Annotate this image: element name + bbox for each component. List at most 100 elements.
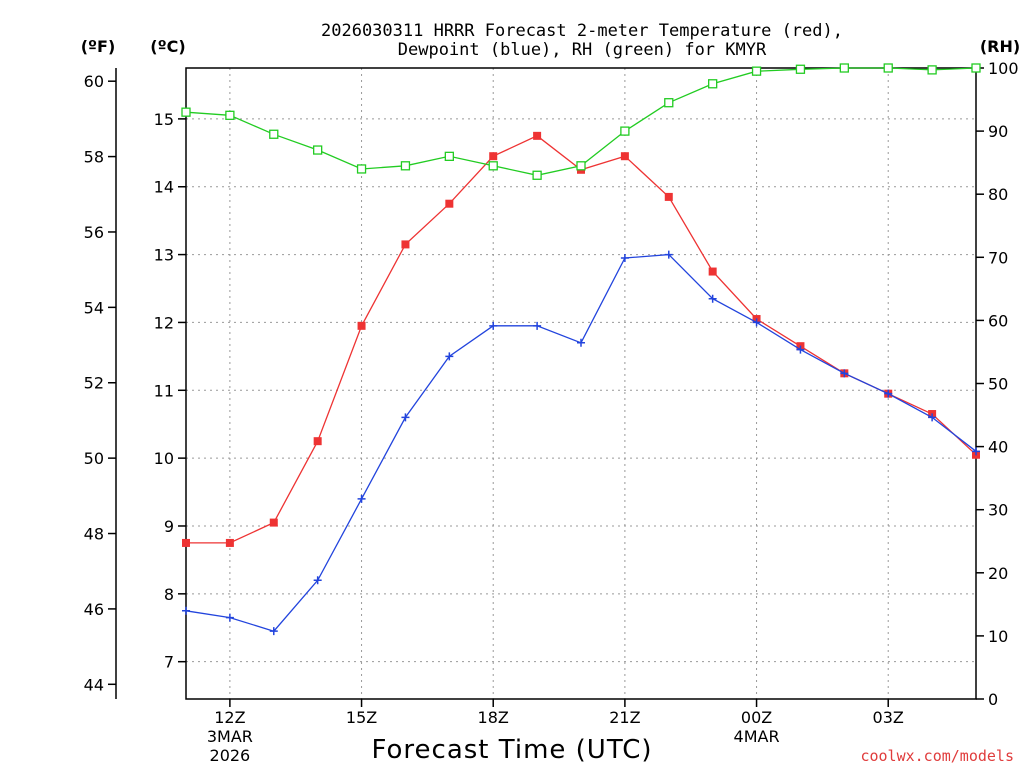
dewpoint-point: [445, 352, 454, 361]
x-axis-title: Forecast Time (UTC): [371, 735, 652, 765]
rh-point: [927, 65, 937, 75]
rh-point: [751, 66, 762, 76]
rh-point: [795, 64, 806, 74]
temperature-point: [401, 240, 410, 249]
temperature-point: [620, 152, 629, 161]
chart-title-line-1: 2026030311 HRRR Forecast 2-meter Tempera…: [321, 21, 843, 41]
fahrenheit-tick-label: 50: [84, 449, 104, 468]
dewpoint-point: [533, 321, 542, 330]
dewpoint-point: [182, 606, 190, 615]
celsius-tick-label: 13: [154, 246, 174, 265]
dewpoint-point: [620, 253, 629, 262]
rh-tick-label: 70: [988, 248, 1008, 267]
rh-point: [313, 145, 323, 155]
temperature-point: [489, 152, 498, 161]
temperature-point: [225, 538, 234, 547]
rh-point: [576, 161, 586, 171]
rh-tick-label: 40: [988, 438, 1008, 457]
dewpoint-point: [884, 389, 893, 398]
x-tick-label: 00Z: [741, 708, 772, 727]
celsius-tick-label: 10: [154, 449, 174, 468]
rh-point: [269, 129, 279, 139]
temperature-point: [708, 267, 717, 276]
rh-point: [225, 110, 235, 120]
x-tick-sublabel: 4MAR: [734, 727, 780, 746]
rh-point: [181, 107, 191, 117]
temperature-point: [664, 192, 673, 201]
dewpoint-point: [708, 294, 717, 303]
x-tick-label: 15Z: [346, 708, 377, 727]
celsius-tick-label: 12: [154, 313, 174, 332]
rh-tick-label: 100: [988, 59, 1019, 78]
dewpoint-point: [972, 447, 980, 456]
rh-tick-label: 30: [988, 501, 1008, 520]
dewpoint-point: [225, 613, 234, 622]
rh-tick-label: 0: [988, 690, 998, 709]
x-tick-sublabel: 2026: [210, 746, 251, 765]
temperature-point: [445, 199, 454, 208]
celsius-tick-label: 15: [154, 110, 174, 129]
temperature-point: [533, 131, 542, 140]
rh-point: [356, 164, 367, 174]
dewpoint-point: [577, 338, 585, 347]
x-tick-label: 03Z: [873, 708, 904, 727]
x-tick-label: 18Z: [478, 708, 509, 727]
rh-point: [532, 170, 542, 180]
celsius-unit-label: (ºC): [150, 37, 185, 56]
celsius-tick-label: 9: [164, 517, 174, 536]
dewpoint-point: [357, 494, 366, 503]
dewpoint-point: [269, 627, 278, 636]
fahrenheit-tick-label: 46: [84, 600, 104, 619]
rh-point: [664, 98, 674, 108]
rh-tick-label: 90: [988, 122, 1008, 141]
fahrenheit-tick-label: 44: [84, 675, 104, 694]
celsius-tick-label: 8: [164, 585, 174, 604]
rh-point: [883, 63, 893, 73]
rh-tick-label: 20: [988, 564, 1008, 583]
fahrenheit-tick-label: 56: [84, 223, 104, 242]
rh-point: [971, 63, 981, 73]
dewpoint-line: [185, 253, 977, 632]
fahrenheit-tick-label: 52: [84, 374, 104, 393]
temperature-point: [313, 437, 322, 446]
temperature-point: [269, 518, 278, 527]
rh-tick-label: 10: [988, 627, 1008, 646]
rh-line: [185, 67, 977, 176]
dewpoint-point: [401, 413, 410, 422]
data-series: [181, 63, 981, 636]
rh-point: [839, 63, 849, 73]
rh-unit-label: (RH): [980, 37, 1020, 56]
dewpoint-point: [664, 250, 673, 259]
dewpoint-point: [313, 576, 322, 585]
rh-point: [488, 161, 498, 171]
celsius-tick-label: 11: [154, 381, 174, 400]
dewpoint-point: [796, 345, 805, 354]
dewpoint-point: [840, 369, 849, 378]
temperature-point: [182, 538, 190, 547]
rh-tick-label: 50: [988, 375, 1008, 394]
dewpoint-point: [928, 413, 937, 422]
celsius-tick-label: 14: [154, 178, 174, 197]
fahrenheit-tick-label: 58: [84, 148, 104, 167]
fahrenheit-tick-label: 48: [84, 525, 104, 544]
rh-tick-label: 80: [988, 185, 1008, 204]
x-tick-sublabel: 3MAR: [207, 727, 253, 746]
dewpoint-point: [752, 318, 761, 327]
temperature-point: [357, 321, 366, 330]
fahrenheit-unit-label: (ºF): [81, 37, 116, 56]
rh-point: [444, 151, 454, 161]
fahrenheit-tick-label: 54: [84, 298, 104, 317]
x-tick-label: 12Z: [214, 708, 245, 727]
dewpoint-point: [489, 321, 498, 330]
x-tick-label: 21Z: [609, 708, 640, 727]
rh-point: [708, 79, 718, 89]
rh-point: [400, 161, 411, 171]
source-credit: coolwx.com/models: [860, 747, 1014, 765]
rh-tick-label: 60: [988, 311, 1008, 330]
y-axis-ticks: 7 8 9 10 11 12 13 14 15 44 46 48 50 52 54 56 58 60 0 10 20 30…: [84, 59, 1019, 709]
chart-title-line-2: Dewpoint (blue), RH (green) for KMYR: [398, 40, 767, 60]
celsius-tick-label: 7: [164, 653, 174, 672]
rh-point: [620, 126, 630, 136]
